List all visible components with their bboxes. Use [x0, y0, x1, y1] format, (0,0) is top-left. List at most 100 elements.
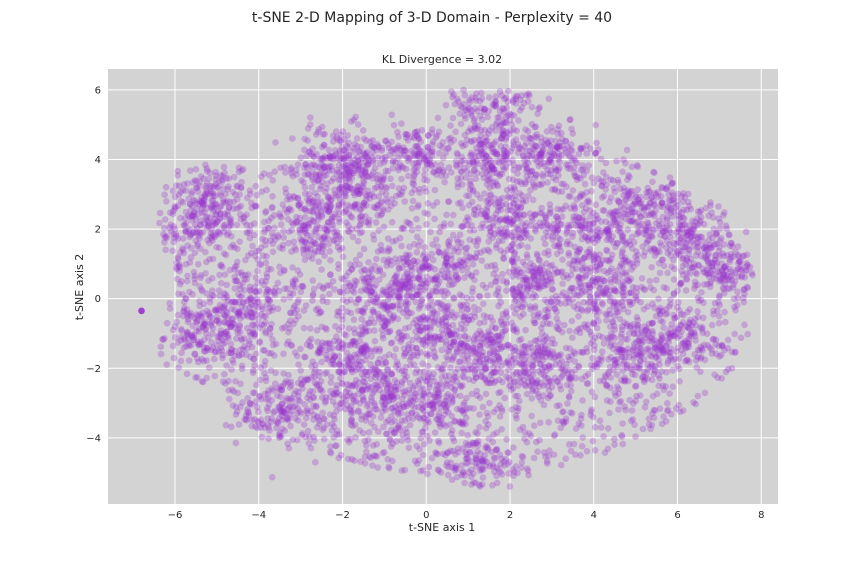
scatter-point	[589, 337, 597, 344]
scatter-point	[270, 288, 277, 295]
scatter-point	[476, 411, 483, 418]
scatter-point	[363, 148, 371, 156]
scatter-point	[205, 175, 213, 182]
scatter-point	[290, 320, 297, 328]
scatter-point	[207, 322, 215, 329]
scatter-point	[515, 243, 523, 250]
scatter-point	[718, 235, 725, 242]
scatter-point	[192, 165, 200, 173]
scatter-point	[244, 313, 252, 320]
scatter-point	[161, 224, 168, 232]
scatter-point	[395, 293, 402, 301]
scatter-point	[438, 346, 446, 354]
scatter-point	[258, 303, 266, 310]
scatter-point	[171, 225, 178, 233]
scatter-point	[377, 414, 385, 421]
scatter-point	[646, 277, 654, 285]
scatter-point	[721, 308, 728, 316]
scatter-point	[478, 457, 486, 465]
scatter-point	[615, 224, 622, 232]
scatter-point	[234, 183, 241, 190]
scatter-point	[251, 283, 258, 291]
scatter-point	[199, 323, 207, 331]
scatter-point	[264, 421, 272, 429]
scatter-point	[266, 304, 273, 312]
scatter-point	[184, 328, 191, 336]
scatter-point	[591, 424, 599, 431]
scatter-point	[190, 208, 198, 216]
scatter-point	[552, 213, 560, 220]
scatter-point	[530, 454, 538, 462]
scatter-point	[217, 172, 224, 179]
scatter-point	[217, 344, 225, 352]
scatter-point	[332, 402, 340, 409]
scatter-point	[396, 161, 404, 168]
scatter-point	[217, 210, 224, 217]
scatter-point	[412, 142, 419, 150]
scatter-point	[292, 415, 299, 422]
scatter-point	[382, 137, 390, 144]
scatter-point	[505, 366, 512, 374]
scatter-point	[474, 430, 481, 437]
scatter-point	[635, 229, 643, 236]
scatter-point	[606, 258, 613, 265]
scatter-point	[203, 344, 211, 352]
scatter-point	[194, 340, 202, 348]
scatter-point	[264, 415, 271, 422]
scatter-point	[229, 356, 236, 364]
scatter-point	[333, 154, 341, 162]
scatter-point	[196, 328, 203, 335]
scatter-point	[597, 424, 605, 431]
scatter-point	[240, 299, 247, 307]
scatter-point	[621, 374, 628, 381]
scatter-point	[699, 314, 707, 322]
scatter-point	[215, 287, 223, 294]
scatter-point	[212, 212, 220, 219]
scatter-point	[268, 307, 276, 314]
scatter-point	[312, 228, 320, 236]
scatter-point	[297, 381, 305, 388]
scatter-point	[660, 324, 667, 332]
scatter-point	[615, 179, 622, 186]
scatter-point	[209, 207, 217, 215]
scatter-point	[208, 204, 215, 212]
scatter-point	[212, 307, 219, 315]
scatter-point	[179, 186, 187, 194]
scatter-point	[252, 381, 260, 389]
scatter-point	[278, 433, 285, 440]
scatter-point	[223, 293, 231, 301]
scatter-point	[447, 447, 454, 455]
scatter-point	[293, 217, 301, 225]
scatter-point	[166, 224, 173, 231]
scatter-point	[331, 415, 338, 423]
scatter-point	[342, 332, 350, 339]
scatter-point	[229, 188, 237, 196]
scatter-point	[215, 332, 223, 340]
scatter-point	[219, 340, 227, 348]
scatter-point	[197, 173, 205, 180]
scatter-point	[332, 322, 339, 330]
scatter-point	[265, 424, 273, 431]
scatter-point	[352, 113, 360, 121]
scatter-point	[316, 420, 323, 428]
scatter-point	[523, 283, 531, 290]
scatter-point	[174, 167, 181, 175]
scatter-point	[212, 168, 219, 176]
scatter-point	[195, 182, 203, 190]
scatter-point	[266, 297, 273, 305]
scatter-point	[416, 445, 423, 453]
scatter-point	[297, 154, 305, 162]
scatter-point	[591, 447, 599, 454]
scatter-point	[249, 329, 256, 337]
scatter-point	[730, 295, 738, 303]
scatter-point	[648, 319, 656, 327]
scatter-point	[559, 280, 566, 288]
scatter-point	[161, 239, 168, 246]
scatter-point	[614, 278, 622, 285]
scatter-point	[236, 282, 244, 289]
scatter-point	[251, 330, 258, 338]
scatter-point	[180, 298, 188, 306]
scatter-point	[437, 417, 444, 424]
scatter-point	[193, 177, 200, 185]
scatter-point	[229, 298, 236, 305]
